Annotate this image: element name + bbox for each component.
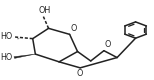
Text: O: O: [105, 40, 111, 49]
Text: ,,: ,,: [17, 35, 21, 40]
Text: O: O: [76, 69, 83, 78]
Text: HO: HO: [1, 32, 13, 41]
Text: HO: HO: [1, 53, 13, 62]
Text: O: O: [71, 24, 77, 34]
Text: OH: OH: [38, 6, 51, 15]
Polygon shape: [14, 54, 35, 58]
